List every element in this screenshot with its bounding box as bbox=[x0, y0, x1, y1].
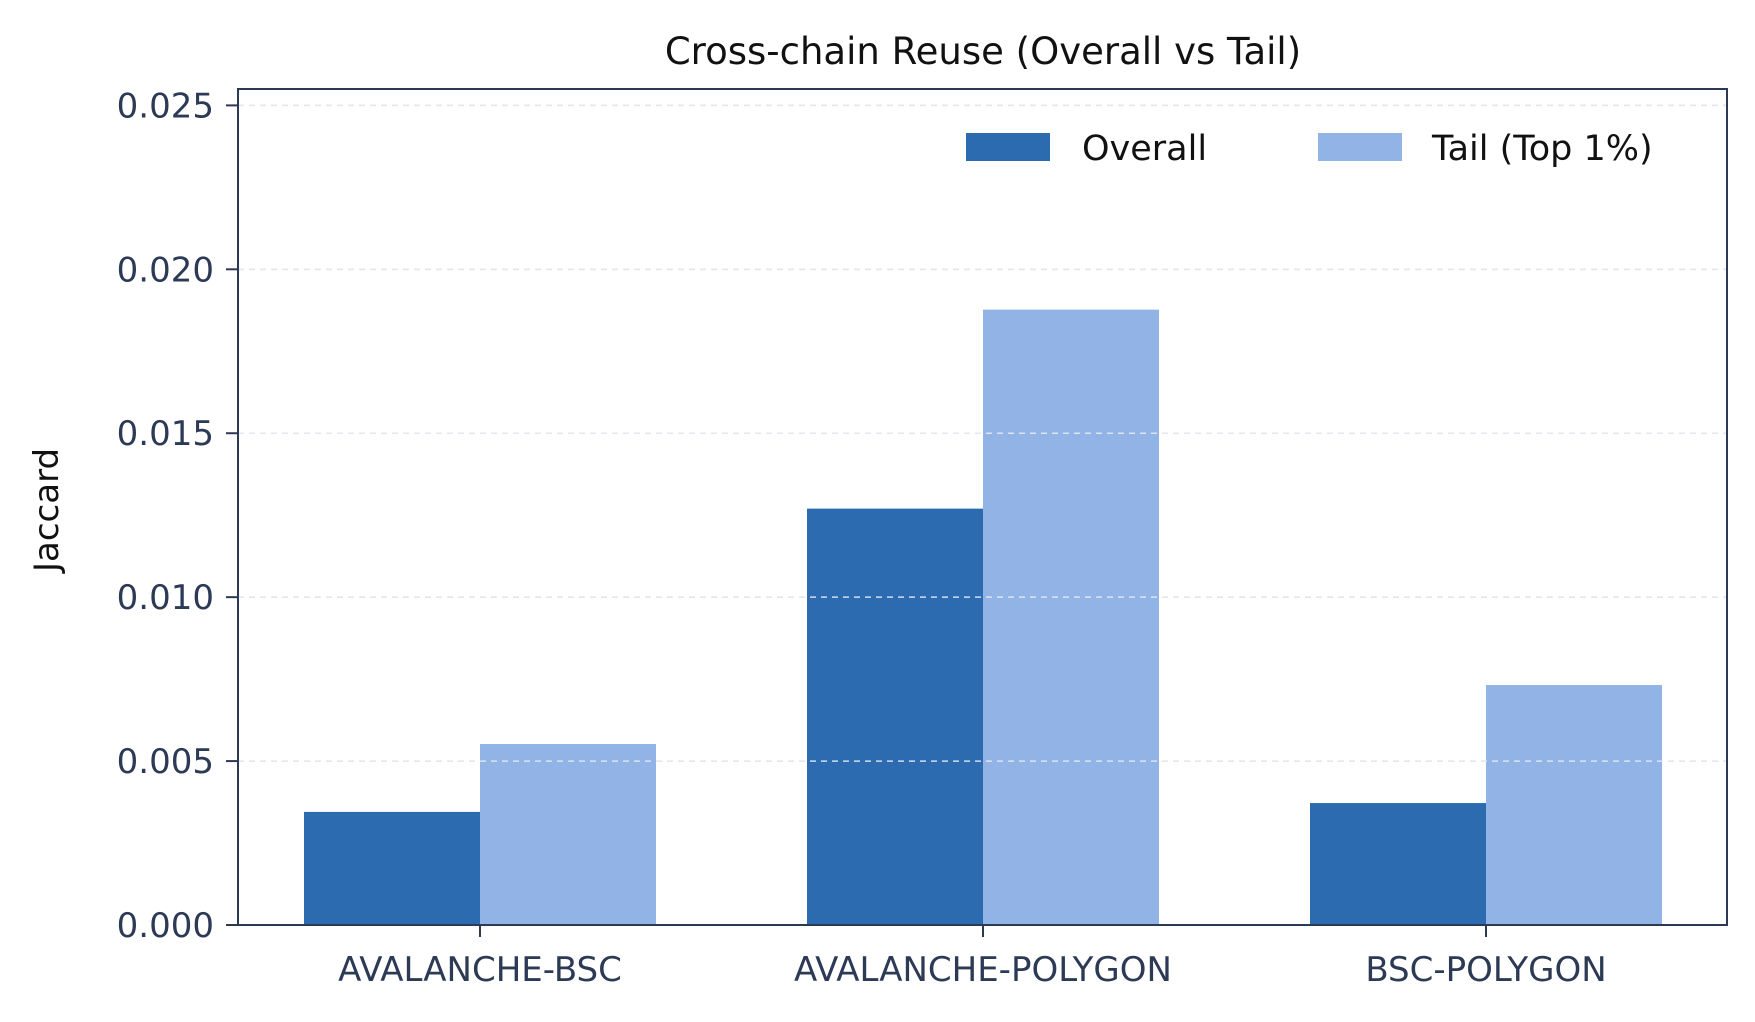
plot-frame bbox=[237, 88, 1728, 926]
bars bbox=[238, 104, 1727, 925]
legend-label: Overall bbox=[1082, 129, 1207, 169]
x-tick-label: AVALANCHE-POLYGON bbox=[794, 950, 1172, 990]
bar-overall bbox=[1310, 803, 1486, 925]
y-axis-title: Jaccard bbox=[27, 448, 67, 574]
bar-tail bbox=[1486, 685, 1662, 925]
y-tick-label: 0.010 bbox=[117, 578, 214, 618]
x-tick-label: AVALANCHE-BSC bbox=[338, 950, 622, 990]
y-tick-label: 0.000 bbox=[117, 906, 214, 946]
y-tick-label: 0.005 bbox=[117, 742, 214, 782]
bar-overall bbox=[807, 508, 983, 925]
bar-overall bbox=[304, 811, 480, 925]
y-tick-label: 0.025 bbox=[117, 86, 214, 126]
legend-swatch bbox=[1318, 133, 1402, 161]
bar-tail bbox=[480, 744, 656, 925]
bar-tail bbox=[983, 309, 1159, 925]
y-tick-label: 0.015 bbox=[117, 414, 214, 454]
chart-title: Cross-chain Reuse (Overall vs Tail) bbox=[665, 30, 1301, 73]
legend: Overall Tail (Top 1%) bbox=[966, 129, 1653, 169]
axes: 0.000 0.005 0.010 0.015 0.020 0.025 AVALANCHE-… bbox=[117, 86, 1728, 990]
legend-swatch bbox=[966, 133, 1050, 161]
y-tick-label: 0.020 bbox=[117, 250, 214, 290]
x-tick-label: BSC-POLYGON bbox=[1365, 950, 1606, 990]
legend-label: Tail (Top 1%) bbox=[1431, 129, 1653, 169]
